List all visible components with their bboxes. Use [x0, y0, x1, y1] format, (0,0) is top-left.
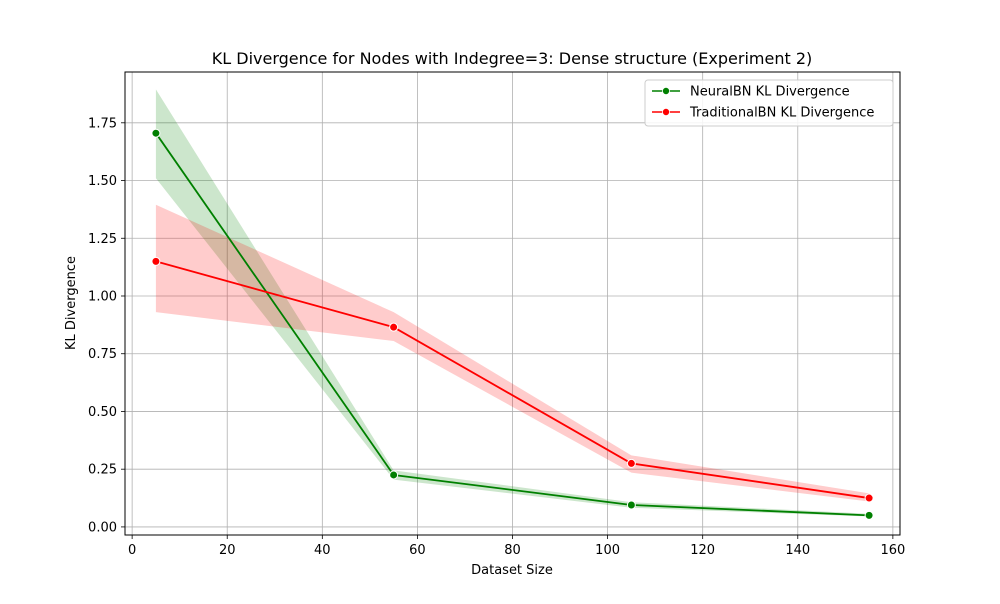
x-tick-label: 0 — [128, 543, 136, 558]
line-traditionalbn-kl-divergence — [155, 260, 870, 499]
point-traditionalbn-kl-divergence — [389, 322, 399, 332]
x-tick-label: 40 — [314, 543, 331, 558]
point-neuralbn-kl-divergence — [151, 128, 161, 138]
legend-label-traditionalbn: TraditionalBN KL Divergence — [689, 106, 874, 121]
y-tick-label: 0.25 — [88, 463, 117, 478]
x-tick-label: 120 — [690, 543, 715, 558]
x-tick-label: 140 — [785, 543, 810, 558]
y-tick-label: 1.00 — [88, 289, 117, 304]
point-neuralbn-kl-divergence — [864, 510, 874, 520]
line-neuralbn-kl-divergence — [155, 132, 870, 517]
legend: NeuralBN KL Divergence TraditionalBN KL … — [644, 79, 894, 127]
y-tick-label: 1.25 — [88, 232, 117, 247]
legend-box — [644, 79, 894, 127]
x-axis-label: Dataset Size — [471, 563, 553, 578]
y-tick-label: 0.00 — [88, 520, 117, 535]
legend-marker-neuralbn — [662, 87, 671, 96]
chart-title: KL Divergence for Nodes with Indegree=3:… — [212, 49, 812, 68]
y-tick-label: 0.75 — [88, 347, 117, 362]
point-traditionalbn-kl-divergence — [864, 493, 874, 503]
y-tick-label: 1.50 — [88, 174, 117, 189]
y-tick-label: 1.75 — [88, 116, 117, 131]
x-axis-ticks: 0 20 40 60 80 100 120 140 160 — [128, 535, 905, 558]
y-tick-label: 0.50 — [88, 405, 117, 420]
series-lines — [155, 132, 870, 517]
legend-label-neuralbn: NeuralBN KL Divergence — [690, 85, 850, 100]
y-axis-ticks: 0.00 0.25 0.50 0.75 1.00 1.25 1.50 1.75 — [88, 116, 125, 535]
point-traditionalbn-kl-divergence — [626, 458, 636, 468]
x-tick-label: 100 — [595, 543, 620, 558]
legend-marker-traditionalbn — [662, 108, 671, 117]
point-neuralbn-kl-divergence — [626, 500, 636, 510]
x-tick-label: 60 — [409, 543, 426, 558]
grid-lines — [125, 72, 900, 535]
x-tick-label: 160 — [880, 543, 905, 558]
y-axis-label: KL Divergence — [64, 256, 79, 350]
x-tick-label: 80 — [504, 543, 521, 558]
x-tick-label: 20 — [219, 543, 236, 558]
point-traditionalbn-kl-divergence — [151, 256, 161, 266]
series-markers — [151, 128, 874, 520]
point-neuralbn-kl-divergence — [389, 470, 399, 480]
